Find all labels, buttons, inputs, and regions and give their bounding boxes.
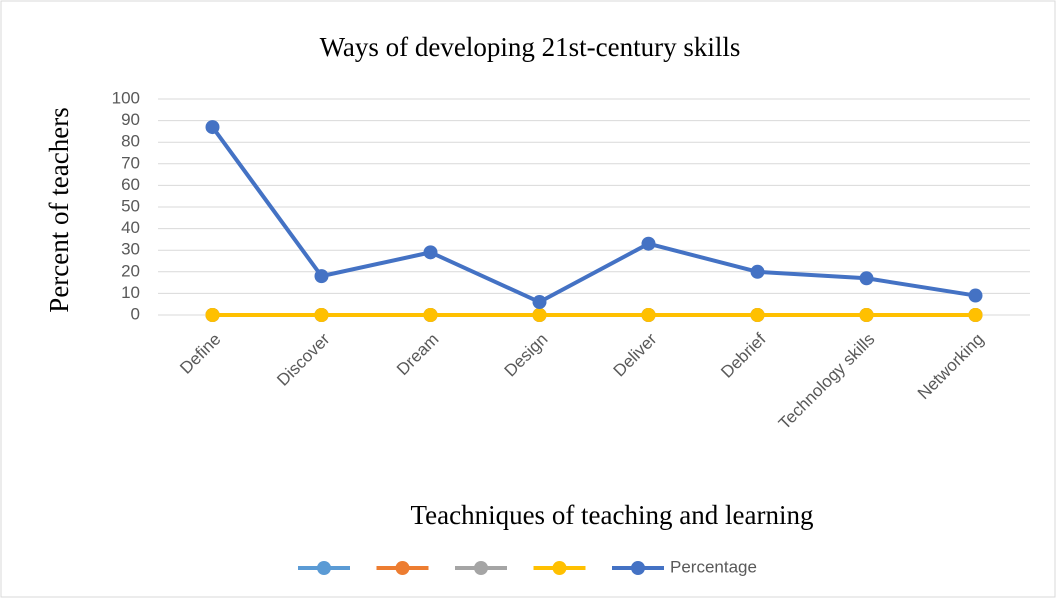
point	[641, 236, 656, 251]
point	[750, 264, 765, 279]
point	[859, 271, 874, 286]
y-tick-label: 80	[121, 132, 140, 151]
y-tick-label: 50	[121, 196, 140, 215]
chart-title: Ways of developing 21st-century skills	[320, 32, 741, 62]
y-tick-label: 100	[112, 88, 140, 107]
point	[532, 295, 547, 310]
point	[314, 308, 329, 322]
point	[750, 308, 765, 322]
point	[968, 308, 983, 322]
y-tick-label: 0	[131, 304, 140, 323]
series-line	[210, 125, 976, 305]
point	[641, 308, 656, 322]
legend-marker	[395, 561, 410, 575]
legend-marker	[552, 561, 567, 575]
x-axis-label: Teachniques of teaching and learning	[411, 500, 814, 530]
point	[859, 308, 874, 322]
legend-marker	[317, 561, 331, 575]
point	[423, 245, 438, 260]
legend-marker	[631, 561, 645, 575]
y-axis-label: Percent of teachers	[44, 107, 74, 312]
y-tick-label: 30	[121, 240, 140, 259]
y-tick-label: 70	[121, 153, 140, 172]
point	[423, 308, 438, 322]
point	[205, 308, 220, 322]
legend-label: Percentage	[670, 557, 757, 576]
point	[968, 288, 983, 303]
y-tick-label: 90	[121, 110, 140, 129]
y-tick-label: 20	[121, 261, 140, 280]
point	[205, 120, 220, 135]
point	[314, 269, 329, 284]
legend-marker	[474, 561, 488, 575]
y-tick-label: 10	[121, 283, 140, 302]
point	[532, 308, 547, 322]
y-tick-label: 40	[121, 218, 140, 237]
y-tick-label: 60	[121, 175, 140, 194]
